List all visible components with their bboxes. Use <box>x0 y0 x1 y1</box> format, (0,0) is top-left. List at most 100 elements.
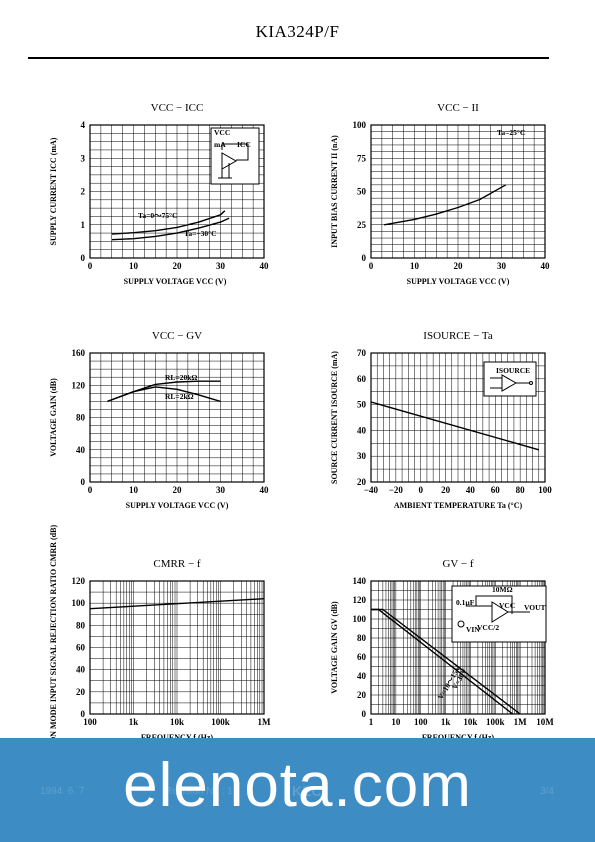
c4-ytick-label: 50 <box>357 400 367 410</box>
c6-inset-circuit: 10MΩ 0.1µF VCC VCC/2 VIN VOUT <box>451 585 547 643</box>
c2-xtick-label: 20 <box>454 261 464 271</box>
c6-ytick-label: 20 <box>357 690 367 700</box>
c4-series-line-1 <box>370 401 539 451</box>
c4-xtick-label: 40 <box>466 485 476 495</box>
c6-xtick-label: 1k <box>441 717 451 727</box>
c1-inset-circuit: VCC mA ICC <box>210 127 260 185</box>
c6-inset-vin-label: VIN <box>466 625 480 634</box>
c6-ytick-label: 0 <box>362 709 367 719</box>
c5-xtick-label: 10k <box>170 717 184 727</box>
c1-series-line-2 <box>111 217 230 241</box>
footer-logo: KEC <box>292 783 322 799</box>
c2-xtick-label: 0 <box>369 261 374 271</box>
c4-xtick-label: 60 <box>491 485 501 495</box>
c1-xlabel: SUPPLY VOLTAGE VCC (V) <box>124 277 227 286</box>
c4-chart: −40 −20 0 20 40 60 80 100 20 30 40 50 60 70 ISOURCE − … <box>330 330 552 510</box>
c4-xtick-label: 0 <box>418 485 423 495</box>
c6-xtick-label: 10k <box>463 717 477 727</box>
c6-title: GV − f <box>442 558 473 570</box>
c6-ytick-label: 40 <box>357 671 367 681</box>
c6-ytick-label: 60 <box>357 652 367 662</box>
footer-date: 1994. 6. 7 <box>40 786 85 797</box>
c3-ylabel: VOLTAGE GAIN (dB) <box>49 378 58 457</box>
c5-series-line-1 <box>89 598 265 610</box>
c3-series-line-1 <box>107 380 221 403</box>
c4-xtick-label: −20 <box>389 485 404 495</box>
c4-ytick-label: 70 <box>357 348 367 358</box>
c5-title: CMRR − f <box>153 558 200 570</box>
footer-revision: Revision No : 1 <box>165 786 233 797</box>
c5-xtick-label: 100 <box>83 717 97 727</box>
c4-ytick-label: 40 <box>357 425 367 435</box>
document-title: KIA324P/F <box>255 22 340 41</box>
c1-annotation: Ta=−30°C <box>184 229 217 238</box>
c4-xtick-label: 20 <box>441 485 451 495</box>
c1-xtick-label: 0 <box>88 261 93 271</box>
c1-xtick-label: 10 <box>129 261 139 271</box>
c1-ylabel: SUPPLY CURRENT ICC (mA) <box>49 137 58 245</box>
c5-xtick-label: 1M <box>258 717 272 727</box>
c5-ylabel: COMMON MODE INPUT SIGNAL REJECTION RATIO… <box>49 525 58 771</box>
c6-inset-cap-label: 0.1µF <box>456 598 475 607</box>
c4-xlabel: AMBIENT TEMPERATURE Ta (°C) <box>394 501 523 510</box>
c3-ytick-label: 120 <box>72 380 86 390</box>
c2-annotation: Ta=25°C <box>497 128 525 137</box>
c6-xlabel: FREQUENCY f (Hz) <box>422 733 494 742</box>
c2-plot-frame <box>370 124 546 259</box>
c6-series-line-2 <box>371 608 514 715</box>
c6-ytick-label: 140 <box>353 576 367 586</box>
c1-chart: 0 10 20 30 40 0 1 2 3 4 VCC − ICC SUPPLY VOLTAGE VC… <box>49 102 269 286</box>
c2-ytick-label: 100 <box>353 120 367 130</box>
c6-inset-rf-label: 10MΩ <box>492 585 513 594</box>
c6-plot-frame <box>370 580 546 715</box>
c4-xtick-label: 100 <box>538 485 552 495</box>
c2-chart: 0 10 20 30 40 0 25 50 75 100 VCC − II SUPPLY VOLTAG… <box>330 102 550 286</box>
c3-annotation: RL=20kΩ <box>165 373 197 382</box>
c3-series-line-2 <box>107 386 221 403</box>
c3-ytick-label: 80 <box>76 413 86 423</box>
c2-ylabel: INPUT BIAS CURRENT II (nA) <box>330 135 339 248</box>
c5-ytick-label: 0 <box>81 709 86 719</box>
c3-ytick-label: 40 <box>76 445 86 455</box>
c3-xtick-label: 0 <box>88 485 93 495</box>
c1-xtick-label: 30 <box>216 261 226 271</box>
c4-inset-circuit: ISOURCE <box>483 361 537 397</box>
footer-page: 3/4 <box>540 786 554 797</box>
c2-series-line-1 <box>383 184 507 226</box>
c2-ytick-label: 0 <box>362 253 367 263</box>
c3-annotation: RL=2kΩ <box>165 392 194 401</box>
c2-xtick-label: 10 <box>410 261 420 271</box>
c5-ytick-label: 60 <box>76 643 86 653</box>
c6-xtick-label: 1 <box>369 717 374 727</box>
c6-xtick-label: 1M <box>514 717 528 727</box>
watermark-band: 1994. 6. 7 Revision No : 1 KEC 3/4 <box>0 738 595 842</box>
c6-xtick-label: 10 <box>391 717 401 727</box>
c5-plot-frame <box>89 580 265 715</box>
c1-title: VCC − ICC <box>151 102 204 114</box>
c6-xtick-label: 10M <box>536 717 554 727</box>
watermark-text: elenota.com <box>123 751 472 820</box>
title-rule <box>28 57 549 59</box>
c4-xtick-label: 80 <box>516 485 526 495</box>
c2-title: VCC − II <box>437 102 479 114</box>
c1-ytick-label: 0 <box>81 253 86 263</box>
c6-xtick-label: 100k <box>486 717 505 727</box>
c1-ytick-label: 2 <box>81 187 86 197</box>
c5-ytick-label: 80 <box>76 620 86 630</box>
c6-ytick-label: 100 <box>353 614 367 624</box>
c5-ytick-label: 100 <box>72 598 86 608</box>
c1-plot-frame <box>89 124 265 259</box>
c1-xtick-label: 40 <box>260 261 270 271</box>
c3-plot-frame <box>89 352 265 483</box>
c1-ytick-label: 3 <box>81 153 86 163</box>
c5-ytick-label: 120 <box>72 576 86 586</box>
c3-xtick-label: 40 <box>260 485 270 495</box>
c3-title: VCC − GV <box>152 330 202 342</box>
c3-xtick-label: 20 <box>173 485 183 495</box>
c3-ytick-label: 160 <box>72 348 86 358</box>
c1-ytick-label: 1 <box>81 220 86 230</box>
c3-grid <box>89 353 264 483</box>
c5-grid <box>89 581 264 715</box>
c6-inset-vcc2-label: VCC/2 <box>477 623 499 632</box>
